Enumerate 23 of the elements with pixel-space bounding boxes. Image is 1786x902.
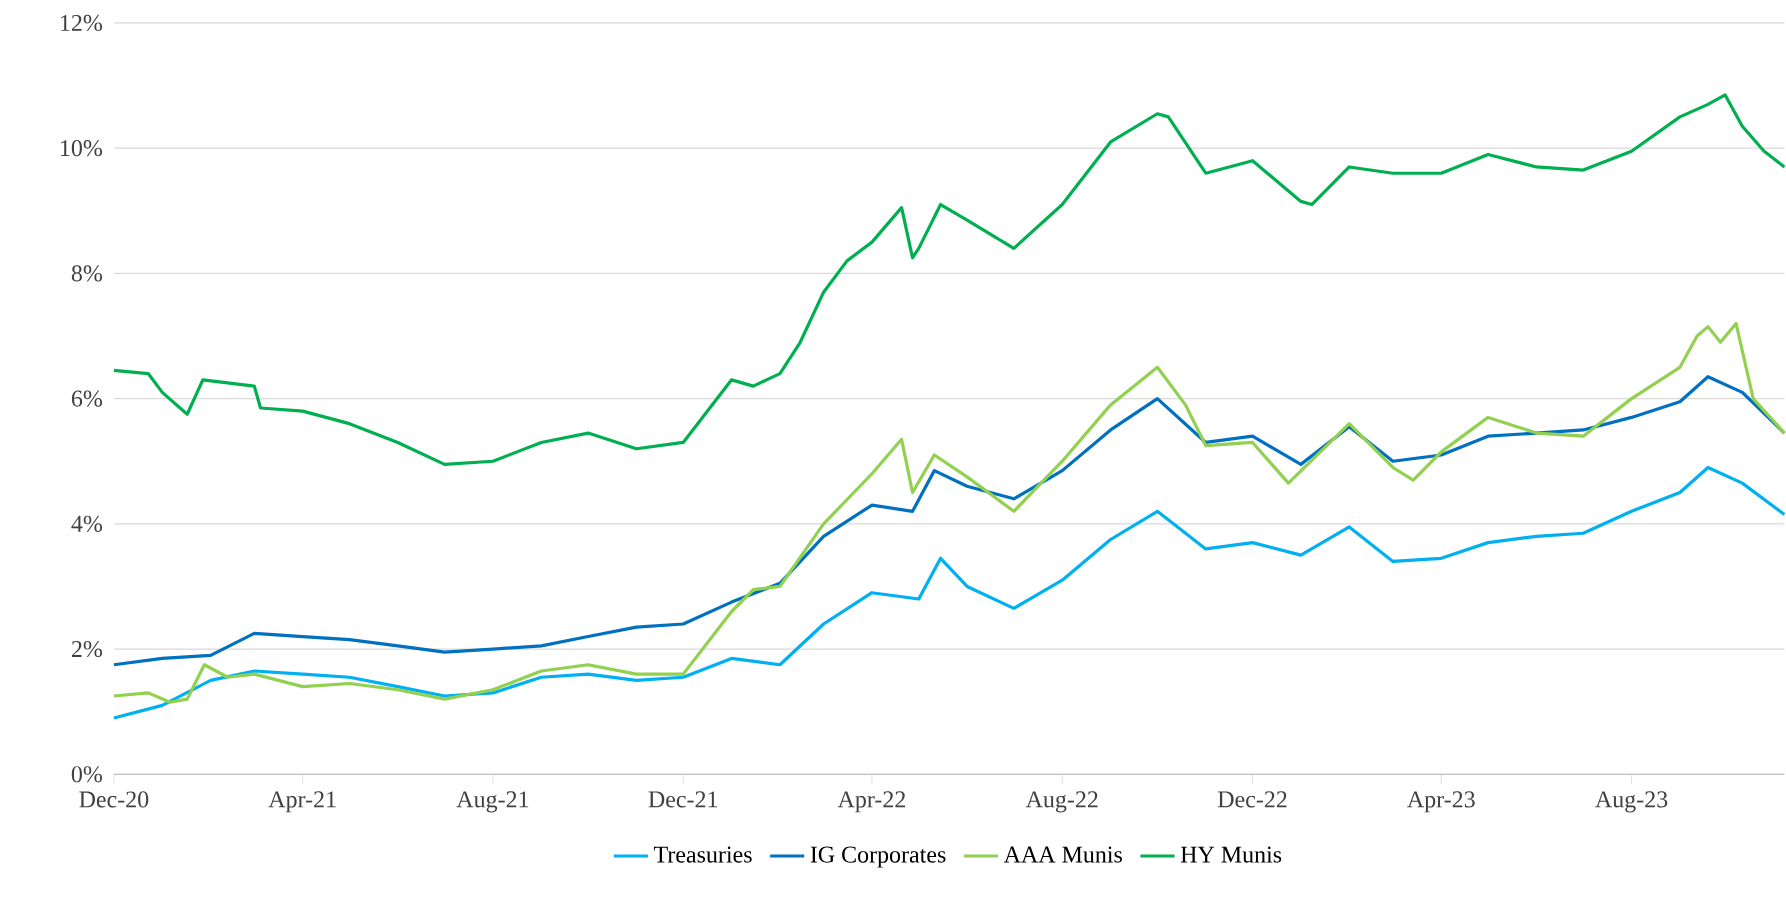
y-tick-label: 8% (71, 265, 103, 282)
y-tick-label: 4% (71, 515, 103, 532)
x-tick-label: Aug-23 (1595, 791, 1668, 813)
y-tick-label: 12% (61, 14, 103, 32)
x-tick-label: Apr-22 (837, 791, 905, 813)
x-tick-label: Apr-23 (1407, 791, 1475, 813)
line-series (112, 465, 1786, 720)
legend-label: HY Munis (1180, 846, 1282, 863)
y-tick-label: 6% (71, 390, 103, 407)
legend-label: Treasuries (653, 846, 752, 863)
y-tick-label: 10% (61, 139, 103, 157)
legend-label: AAA Munis (1003, 846, 1122, 863)
x-tick-label: Dec-22 (1217, 791, 1287, 808)
x-tick-label: Aug-22 (1025, 791, 1098, 813)
line-series (112, 321, 1786, 704)
line-series (112, 93, 1786, 466)
x-tick-label: Dec-21 (648, 791, 718, 808)
legend-label: IG Corporates (810, 846, 946, 868)
x-tick-label: Apr-21 (268, 791, 336, 813)
y-tick-label: 2% (71, 640, 103, 658)
y-tick-label: 0% (71, 766, 103, 783)
x-tick-label: Aug-21 (456, 791, 529, 813)
x-tick-label: Dec-20 (79, 791, 149, 808)
